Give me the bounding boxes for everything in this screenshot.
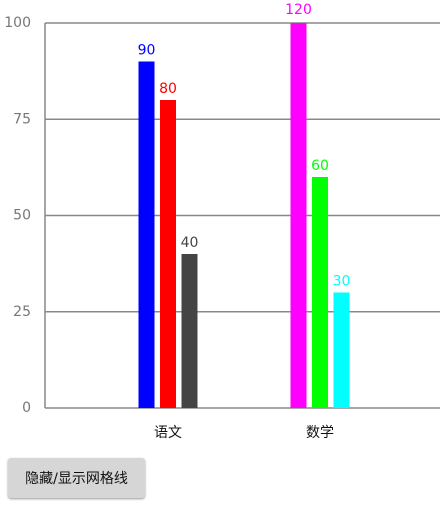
x-tick-label: 语文: [154, 425, 182, 441]
bar: [181, 254, 198, 408]
bar: [160, 100, 176, 408]
value-label: 40: [181, 235, 199, 251]
value-label: 80: [159, 81, 177, 97]
value-label: 30: [333, 274, 351, 290]
toggle-grid-button[interactable]: 隐藏/显示网格线: [8, 458, 145, 498]
bar: [312, 177, 328, 408]
value-label: 60: [311, 158, 329, 174]
chart: 0 25 50 75 100 语文 90 80 40 数学 120 60 30: [4, 2, 440, 441]
y-tick-label: 0: [22, 400, 31, 416]
bar: [138, 61, 155, 408]
bar: [333, 292, 350, 408]
y-tick-label: 50: [13, 208, 31, 224]
bar: [290, 23, 307, 408]
value-label: 90: [138, 43, 156, 59]
y-tick-label: 25: [13, 304, 31, 320]
value-label: 120: [285, 2, 312, 18]
y-tick-label: 75: [13, 111, 31, 127]
x-tick-label: 数学: [306, 425, 334, 441]
y-tick-label: 100: [4, 15, 31, 31]
